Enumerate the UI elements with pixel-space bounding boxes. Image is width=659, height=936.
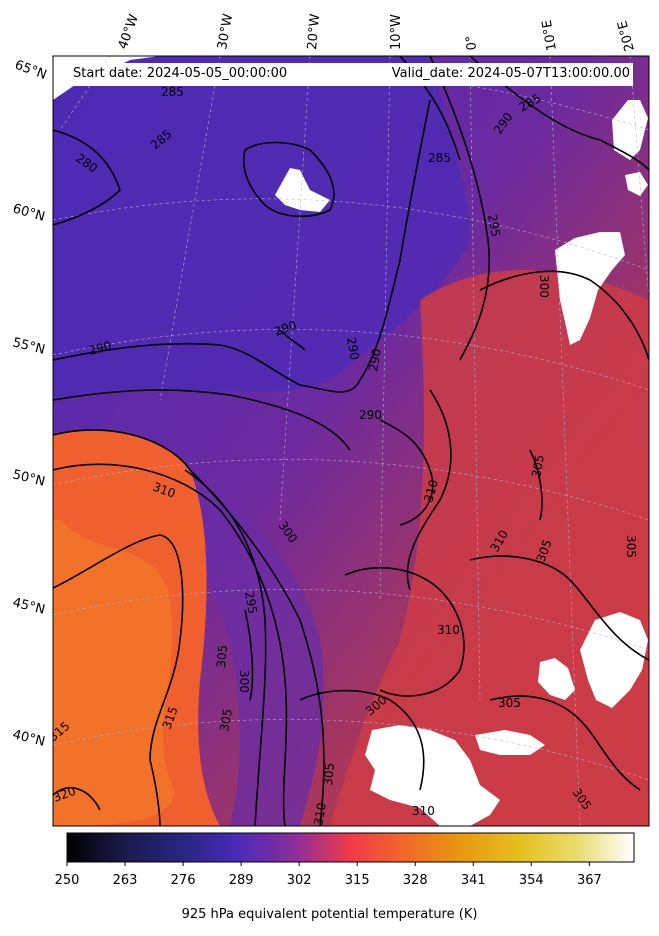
lat-label: 65°N xyxy=(13,58,49,83)
colorbar-tick-label: 367 xyxy=(577,873,602,888)
contour-label: 300 xyxy=(537,275,551,298)
contour-label: 305 xyxy=(321,762,337,786)
map-border xyxy=(52,55,650,827)
contour-label: 295 xyxy=(485,213,503,238)
colorbar-ticks: 250 263 276 289 302 315 328 341 354 367 xyxy=(55,862,602,888)
contour-label: 300 xyxy=(237,670,251,693)
header-band xyxy=(53,63,633,86)
contour-label: 305 xyxy=(498,696,521,710)
lat-label: 50°N xyxy=(11,467,46,489)
lon-label: 40°W xyxy=(116,12,142,51)
colorbar-tick-label: 302 xyxy=(287,873,312,888)
contour-label: 310 xyxy=(412,804,435,818)
lat-label: 60°N xyxy=(11,201,47,224)
colorbar: 250 263 276 289 302 315 328 341 354 367 xyxy=(55,832,635,888)
contour-label: 285 xyxy=(161,85,184,99)
colorbar-tick-label: 328 xyxy=(403,873,428,888)
colorbar-tick-label: 315 xyxy=(345,873,370,888)
graticule xyxy=(53,56,649,826)
lon-label: 30°W xyxy=(215,13,236,51)
lat-label: 45°N xyxy=(11,595,46,617)
lon-label: 10°W xyxy=(389,14,404,50)
colorbar-tick-label: 263 xyxy=(113,873,138,888)
contour-label: 310 xyxy=(437,623,460,637)
colorbar-tick-label: 289 xyxy=(229,873,254,888)
lon-label: 10°E xyxy=(540,19,560,52)
valid-date-label: Valid_date: 2024-05-07T13:00:00.00 xyxy=(391,66,630,81)
colorbar-tick-label: 250 xyxy=(55,873,80,888)
contour-label: 310 xyxy=(421,478,440,504)
contour-label: 290 xyxy=(87,338,113,357)
contour-label: 305 xyxy=(217,708,235,733)
colorbar-tick-label: 276 xyxy=(171,873,196,888)
contour-label: 290 xyxy=(359,408,382,422)
cold-airmass xyxy=(53,56,470,400)
lon-label: 20°E xyxy=(615,19,638,53)
missing-data-patches xyxy=(53,56,648,826)
contour-label: 305 xyxy=(624,535,638,558)
lat-label: 40°N xyxy=(11,727,46,749)
contour-label: 290 xyxy=(366,348,384,373)
map-panel: 285 285 280 285 290 285 295 290 290 290 … xyxy=(53,56,649,827)
contour-label: 290 xyxy=(344,336,362,361)
contour-label: 295 xyxy=(242,590,260,615)
hot-core xyxy=(53,520,174,826)
start-date-label: Start date: 2024-05-05_00:00:00 xyxy=(73,66,288,81)
contour-label: 305 xyxy=(214,644,230,668)
lon-label: 0° xyxy=(464,35,480,51)
colorbar-title: 925 hPa equivalent potential temperature… xyxy=(181,907,478,922)
longitude-labels: 40°W 30°W 20°W 10°W 0° 10°E 20°E xyxy=(116,12,638,52)
lon-label: 20°W xyxy=(305,13,323,50)
colorbar-tick-label: 341 xyxy=(461,873,486,888)
colorbar-tick-label: 354 xyxy=(519,873,544,888)
colorbar-gradient xyxy=(66,832,635,863)
latitude-labels: 65°N 60°N 55°N 50°N 45°N 40°N xyxy=(11,58,49,750)
contour-label: 285 xyxy=(428,151,451,165)
contour-label: 305 xyxy=(529,454,547,479)
contour-label: 310 xyxy=(311,802,329,827)
lat-label: 55°N xyxy=(11,335,46,357)
